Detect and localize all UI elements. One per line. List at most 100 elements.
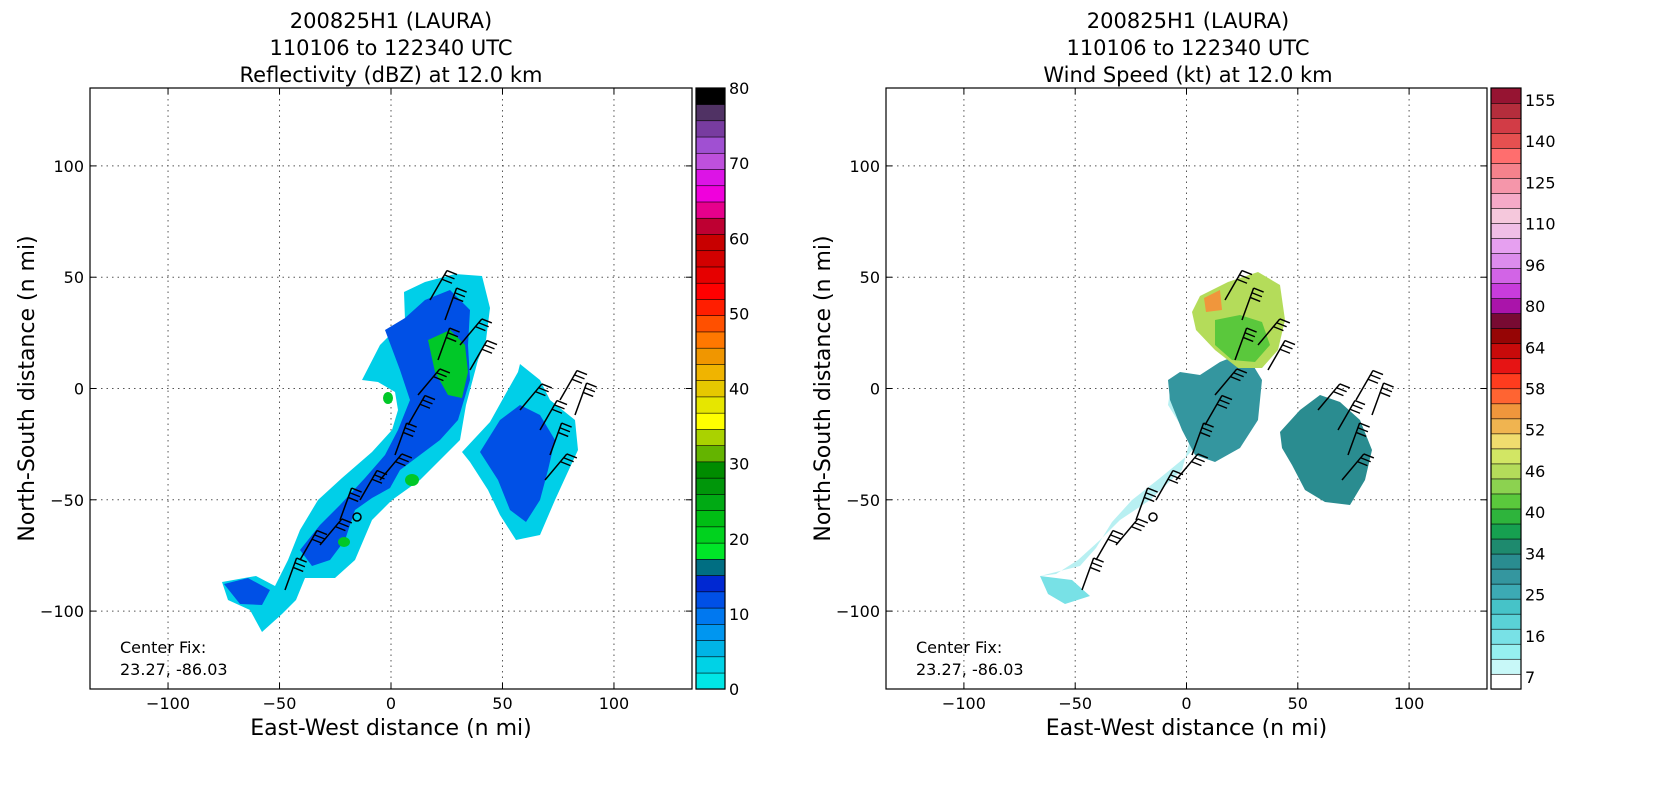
y-tick-label: 50: [64, 268, 84, 287]
echo-green-core-1: [428, 330, 468, 398]
colorbar-swatch: [1490, 448, 1522, 465]
colorbar-swatch: [1490, 553, 1522, 570]
wind-barb-flag: [349, 492, 361, 498]
wind-barb: [429, 270, 448, 301]
colorbar-tick-label: 40: [729, 380, 749, 399]
wind-barb-flag: [1107, 538, 1119, 544]
wind-barb: [417, 368, 441, 396]
colorbar-swatch: [695, 526, 726, 544]
wind-barb-flag: [1112, 529, 1124, 536]
wind-barb-flag: [1370, 374, 1381, 380]
colorbar-swatch: [695, 298, 726, 317]
colorbar-swatch: [695, 347, 726, 365]
wind-barb: [1257, 318, 1281, 346]
wind-barb-flag: [1230, 375, 1241, 382]
colorbar-swatch: [695, 331, 726, 349]
colorbar-tick-label: 34: [1525, 544, 1545, 563]
wind-barb-flag: [1282, 344, 1293, 350]
x-tick-label: 100: [599, 694, 630, 713]
wind-barb-flag: [1379, 391, 1391, 398]
colorbar-swatch: [695, 412, 726, 430]
wind-barb: [544, 453, 568, 481]
wind-barb-flag: [436, 372, 447, 378]
wind-barb-flag: [1363, 453, 1375, 459]
wind-barb-flag: [292, 566, 304, 573]
wind-region-orange: [1204, 290, 1222, 312]
colorbar-tick-label: 140: [1525, 132, 1556, 151]
colorbar-tick-label: 110: [1525, 215, 1556, 234]
colorbar-swatch: [1490, 87, 1522, 104]
wind-barb-flag: [481, 318, 493, 324]
wind-barb-flag: [395, 460, 406, 467]
echo-green-core-2: [405, 474, 419, 486]
wind-barb-flag: [1357, 460, 1368, 467]
wind-barb-flag: [447, 332, 459, 338]
colorbar-swatch: [1490, 237, 1522, 254]
colorbar-swatch: [1490, 598, 1522, 615]
wind-barb-flag: [296, 557, 307, 563]
wind-barb: [469, 340, 488, 371]
wind-barb-flag: [404, 427, 416, 433]
wind-barb-flag: [374, 474, 385, 480]
colorbar-swatch: [1490, 252, 1522, 269]
echo-blue-core-3: [224, 578, 270, 605]
wind-barb: [319, 518, 343, 546]
colorbar-swatch: [1490, 132, 1522, 149]
colorbar-swatch: [695, 168, 726, 187]
wind-barb-flag: [444, 274, 455, 280]
colorbar-swatch: [695, 428, 726, 446]
y-tick-label: −100: [836, 602, 880, 621]
wind-barb: [1204, 395, 1223, 426]
wind-barb-flag: [1284, 339, 1296, 346]
colorbar-tick-label: 7: [1525, 668, 1535, 687]
wind-barb-flag: [1145, 492, 1157, 498]
colorbar-swatch: [695, 639, 726, 658]
title-line-3: Wind Speed (kt) at 12.0 km: [1043, 63, 1332, 87]
wind-barb-flag: [551, 408, 563, 414]
wind-barb-flag: [584, 387, 596, 393]
wind-barb-flag: [574, 374, 585, 380]
colorbar-swatch: [1490, 568, 1522, 585]
colorbar-swatch: [1490, 388, 1522, 405]
wind-barb: [1214, 368, 1238, 396]
wind-barb-flag: [1167, 478, 1179, 484]
title-line-2: 110106 to 122340 UTC: [1066, 36, 1309, 60]
wind-barb-flag: [1273, 325, 1284, 332]
colorbar-swatch: [695, 558, 726, 576]
colorbar-swatch: [1490, 222, 1522, 239]
wind-barb-flag: [1383, 382, 1394, 388]
wind-barb-flag: [1089, 566, 1101, 573]
wind-barb-flag: [433, 375, 444, 382]
wind-barb-flag: [1203, 422, 1214, 428]
wind-barb-flag: [1333, 390, 1344, 397]
colorbar-swatch: [1490, 177, 1522, 194]
x-tick-label: −50: [263, 694, 297, 713]
y-tick-label: 0: [870, 380, 880, 399]
colorbar-swatch: [695, 510, 726, 528]
colorbar-swatch: [695, 396, 726, 414]
colorbar-swatch: [695, 315, 726, 333]
echo-blue-core-2: [480, 405, 555, 522]
colorbar-tick-label: 58: [1525, 380, 1545, 399]
wind-barb-flag: [439, 368, 451, 374]
colorbar-swatch: [1490, 267, 1522, 284]
colorbar-swatch: [1490, 298, 1522, 314]
colorbar: 7 16 25 34 40 46 52 58 64 80 96 110 125 140 155: [1490, 87, 1556, 690]
colorbar-swatch: [695, 574, 726, 593]
storm-center-marker: [1148, 512, 1158, 522]
colorbar: 0 10 20 30 40 50 60 70 80: [695, 79, 749, 699]
colorbar-swatch: [695, 120, 726, 138]
wind-barb: [1175, 453, 1199, 481]
x-tick-label: 50: [1288, 694, 1308, 713]
colorbar-tick-label: 80: [729, 79, 749, 98]
colorbar-swatch: [1490, 478, 1522, 495]
wind-barb-flag: [335, 525, 346, 532]
colorbar-swatch: [695, 217, 726, 235]
colorbar-tick-label: 52: [1525, 421, 1545, 440]
wind-barb-flag: [314, 534, 325, 540]
wind-barb-flag: [441, 278, 453, 284]
panel-wind-speed: 200825H1 (LAURA) 110106 to 122340 UTC Wi…: [811, 9, 1556, 741]
colorbar-swatch: [1490, 613, 1522, 630]
center-fix-label: Center Fix:: [120, 638, 206, 657]
colorbar-swatch: [1490, 628, 1522, 645]
